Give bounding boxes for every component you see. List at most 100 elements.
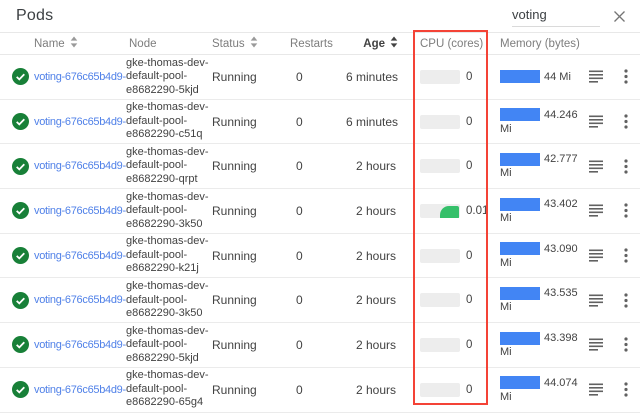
logs-icon[interactable] <box>588 115 604 128</box>
pod-name-link[interactable]: voting-676c65b4d9-8fl <box>34 383 126 396</box>
column-label: Memory (bytes) <box>500 37 580 50</box>
more-menu-icon[interactable] <box>624 382 628 397</box>
column-label: Node <box>129 37 157 50</box>
menu-cell <box>612 248 640 263</box>
memory-bar <box>500 242 540 256</box>
column-header-age[interactable]: Age <box>346 36 408 51</box>
memory-value: 43.398 Mi <box>500 331 578 358</box>
pod-name-link[interactable]: voting-676c65b4d9-tpj <box>34 338 126 351</box>
pod-name-link[interactable]: voting-676c65b4d9-xs- <box>34 70 126 83</box>
cpu-cell: 0 <box>408 293 488 308</box>
memory-cell: 43.090 Mi <box>488 242 580 270</box>
search-input[interactable] <box>512 5 600 27</box>
cpu-cell: 0 <box>408 69 488 84</box>
logs-icon[interactable] <box>588 249 604 262</box>
menu-cell <box>612 159 640 174</box>
row-status-cell <box>0 157 34 175</box>
logs-cell <box>580 383 612 396</box>
column-label: CPU (cores) <box>420 37 484 50</box>
status-ok-icon <box>12 157 29 175</box>
cpu-value: 0 <box>466 70 473 83</box>
more-menu-icon[interactable] <box>624 248 628 263</box>
more-menu-icon[interactable] <box>624 337 628 353</box>
cpu-value: 0 <box>466 249 473 262</box>
memory-bar <box>500 286 540 300</box>
logs-icon[interactable] <box>588 338 604 352</box>
pod-status: Running <box>212 293 257 308</box>
row-status-cell <box>0 247 34 265</box>
table-row: voting-676c65b4d9-tpj gke-thomas-dev- de… <box>0 323 640 368</box>
cpu-value: 0 <box>466 115 473 128</box>
pod-status: Running <box>212 69 257 84</box>
more-menu-icon[interactable] <box>624 293 628 308</box>
pod-name-link[interactable]: voting-676c65b4d9-srl <box>34 249 126 262</box>
close-icon[interactable] <box>613 10 626 23</box>
row-status-cell <box>0 68 34 86</box>
cpu-sparkline <box>420 248 460 263</box>
cpu-cell: 0 <box>408 114 488 129</box>
column-header-restarts: Restarts <box>286 38 346 50</box>
column-header-node: Node <box>126 38 210 50</box>
column-header-status[interactable]: Status <box>210 36 286 51</box>
memory-bar <box>500 197 540 211</box>
pod-age: 2 hours <box>355 159 396 174</box>
page-title: Pods <box>16 7 54 24</box>
logs-cell <box>580 249 612 262</box>
logs-icon[interactable] <box>588 70 604 83</box>
memory-cell: 42.777 Mi <box>488 152 580 180</box>
logs-icon[interactable] <box>588 160 604 173</box>
menu-cell <box>612 69 640 84</box>
cpu-value: 0 <box>466 383 473 396</box>
pod-name-link[interactable]: voting-676c65b4d9-tj6 <box>34 294 126 307</box>
pod-status: Running <box>212 337 257 352</box>
status-ok-icon <box>12 113 29 131</box>
more-menu-icon[interactable] <box>624 159 628 174</box>
pod-name-cell: voting-676c65b4d9-72 <box>34 160 126 172</box>
cpu-value: 0 <box>466 338 473 351</box>
restarts-count: 0 <box>296 382 303 397</box>
pod-name-cell: voting-676c65b4d9-srl <box>34 250 126 262</box>
cpu-sparkline <box>420 293 460 308</box>
pod-name-cell: voting-676c65b4d9-tpj <box>34 339 126 351</box>
pod-status: Running <box>212 203 257 218</box>
pod-age: 2 hours <box>355 203 396 218</box>
menu-cell <box>612 382 640 397</box>
cpu-sparkline <box>420 203 460 218</box>
logs-cell <box>580 204 612 218</box>
memory-value: 44 Mi <box>544 70 571 83</box>
pod-age: 2 hours <box>355 382 396 397</box>
pod-name-link[interactable]: voting-676c65b4d9-tpr <box>34 115 126 128</box>
logs-icon[interactable] <box>588 294 604 307</box>
search-box <box>512 5 626 27</box>
more-menu-icon[interactable] <box>624 203 628 219</box>
status-ok-icon <box>12 381 29 399</box>
table-row: voting-676c65b4d9-xs- gke-thomas-dev- de… <box>0 55 640 100</box>
column-label: Restarts <box>290 37 333 50</box>
row-status-cell <box>0 381 34 399</box>
column-header-name[interactable]: Name <box>34 36 126 51</box>
node-name: gke-thomas-dev- default-pool- e8682290-c… <box>126 101 209 141</box>
node-name: gke-thomas-dev- default-pool- e8682290-6… <box>126 369 209 409</box>
pod-status: Running <box>212 114 257 129</box>
cpu-value: 0.01 <box>466 204 489 217</box>
logs-cell <box>580 70 612 83</box>
logs-cell <box>580 160 612 173</box>
menu-cell <box>612 293 640 308</box>
memory-bar <box>500 108 540 122</box>
pod-name-link[interactable]: voting-676c65b4d9-72 <box>34 160 126 173</box>
logs-cell <box>580 294 612 307</box>
pod-name-cell: voting-676c65b4d9-xs- <box>34 71 126 83</box>
node-name: gke-thomas-dev- default-pool- e8682290-5… <box>126 324 209 364</box>
pod-status: Running <box>212 248 257 263</box>
pod-age: 6 minutes <box>346 69 399 84</box>
logs-icon[interactable] <box>588 204 604 218</box>
more-menu-icon[interactable] <box>624 114 628 129</box>
pod-name-link[interactable]: voting-676c65b4d9-nv <box>34 204 126 217</box>
logs-icon[interactable] <box>588 383 604 396</box>
column-label: Status <box>212 37 245 50</box>
cpu-sparkline <box>420 69 460 84</box>
more-menu-icon[interactable] <box>624 69 628 84</box>
pod-status: Running <box>212 382 257 397</box>
sort-icon <box>250 36 258 51</box>
sort-icon <box>390 36 398 51</box>
